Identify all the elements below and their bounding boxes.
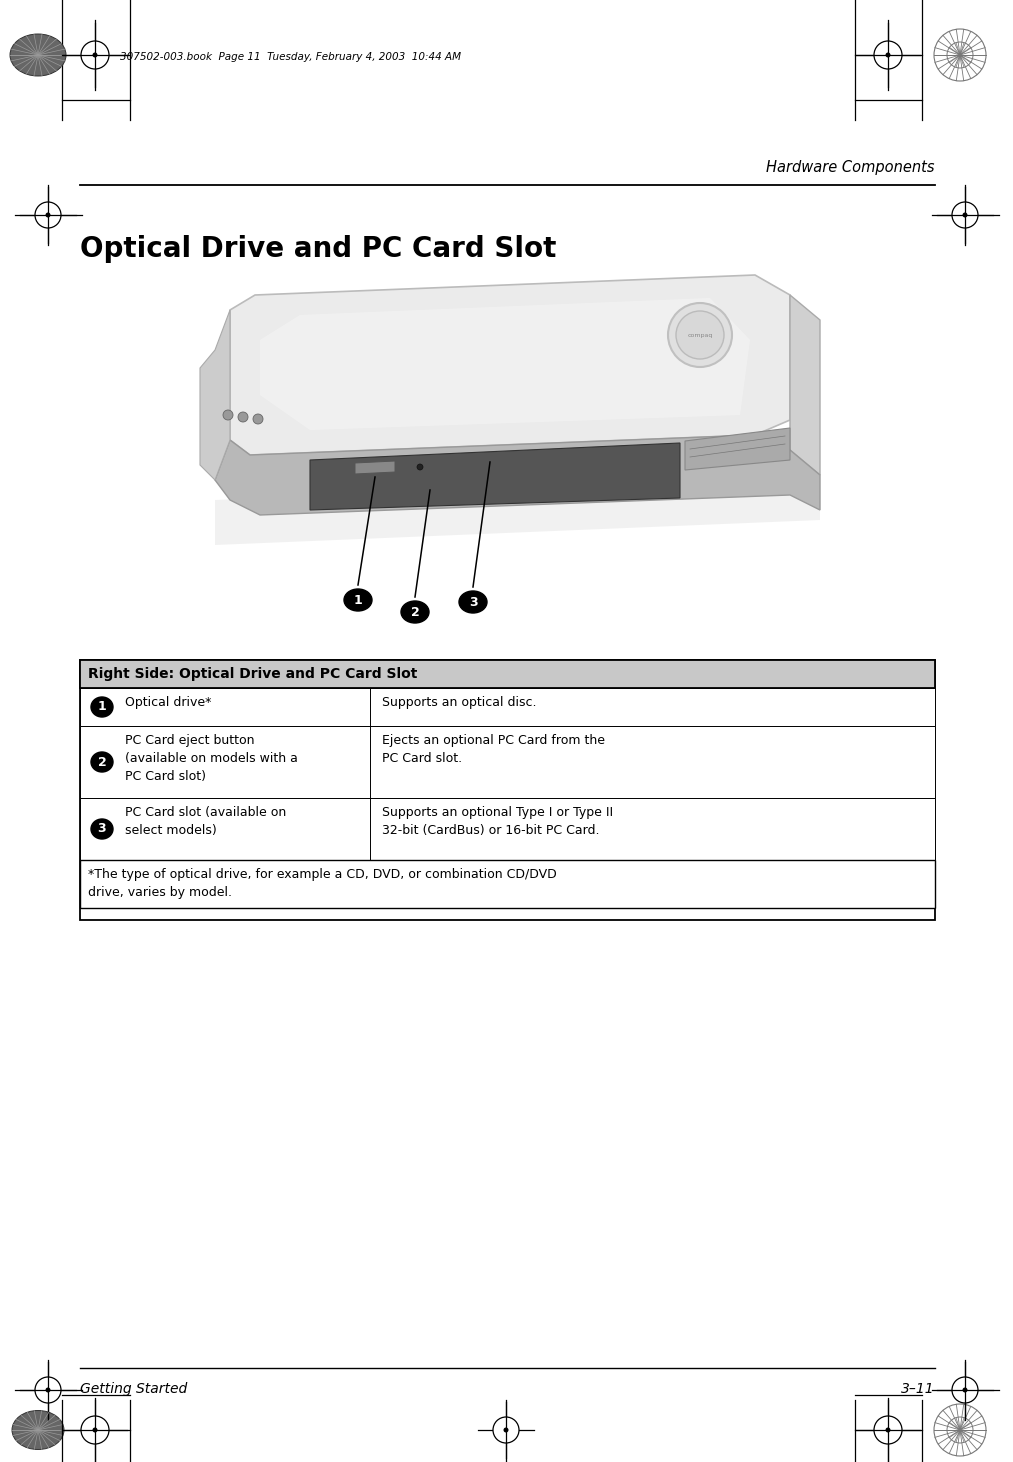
FancyBboxPatch shape (80, 860, 935, 908)
FancyBboxPatch shape (80, 727, 935, 798)
Circle shape (417, 463, 423, 469)
Polygon shape (200, 310, 230, 480)
Circle shape (493, 1417, 519, 1443)
Text: 307502-003.book  Page 11  Tuesday, February 4, 2003  10:44 AM: 307502-003.book Page 11 Tuesday, Februar… (120, 53, 461, 61)
FancyBboxPatch shape (80, 689, 935, 727)
Circle shape (874, 41, 902, 69)
Text: 1: 1 (97, 700, 106, 713)
Polygon shape (230, 275, 790, 455)
Circle shape (81, 1417, 109, 1444)
Circle shape (952, 202, 978, 228)
Text: Supports an optional Type I or Type II
32-bit (CardBus) or 16-bit PC Card.: Supports an optional Type I or Type II 3… (382, 806, 613, 838)
Text: *The type of optical drive, for example a CD, DVD, or combination CD/DVD
drive, : *The type of optical drive, for example … (88, 868, 557, 899)
Polygon shape (790, 295, 820, 475)
Text: 2: 2 (410, 605, 419, 618)
Circle shape (46, 212, 51, 218)
Circle shape (92, 53, 97, 57)
Text: 1: 1 (354, 594, 363, 607)
Text: PC Card slot (available on
select models): PC Card slot (available on select models… (125, 806, 287, 838)
Text: Right Side: Optical Drive and PC Card Slot: Right Side: Optical Drive and PC Card Sl… (88, 667, 417, 681)
Circle shape (46, 1387, 51, 1392)
Polygon shape (215, 436, 820, 515)
Circle shape (223, 409, 233, 420)
Text: 3: 3 (97, 823, 106, 835)
Ellipse shape (91, 751, 113, 772)
Ellipse shape (459, 591, 487, 613)
Ellipse shape (401, 601, 428, 623)
Circle shape (676, 311, 724, 360)
Polygon shape (685, 428, 790, 469)
Text: Supports an optical disc.: Supports an optical disc. (382, 696, 537, 709)
Circle shape (253, 414, 263, 424)
Circle shape (952, 1377, 978, 1404)
Text: 3–11: 3–11 (902, 1382, 935, 1396)
Polygon shape (260, 298, 750, 430)
Text: Getting Started: Getting Started (80, 1382, 187, 1396)
Text: compaq: compaq (687, 332, 713, 338)
Circle shape (81, 41, 109, 69)
Ellipse shape (10, 34, 66, 76)
Circle shape (962, 1387, 967, 1392)
Circle shape (874, 1417, 902, 1444)
Circle shape (668, 303, 732, 367)
Polygon shape (215, 475, 820, 545)
Polygon shape (355, 461, 395, 474)
Circle shape (962, 212, 967, 218)
Text: Ejects an optional PC Card from the
PC Card slot.: Ejects an optional PC Card from the PC C… (382, 734, 605, 765)
Text: Hardware Components: Hardware Components (767, 159, 935, 175)
Circle shape (503, 1427, 509, 1433)
FancyBboxPatch shape (80, 659, 935, 920)
Text: Optical Drive and PC Card Slot: Optical Drive and PC Card Slot (80, 235, 556, 263)
Ellipse shape (12, 1411, 64, 1449)
Circle shape (35, 1377, 61, 1404)
Text: 3: 3 (469, 595, 477, 608)
Circle shape (92, 1427, 97, 1433)
Polygon shape (310, 443, 680, 510)
Circle shape (885, 53, 890, 57)
Text: PC Card eject button
(available on models with a
PC Card slot): PC Card eject button (available on model… (125, 734, 298, 784)
Circle shape (35, 202, 61, 228)
Circle shape (885, 1427, 890, 1433)
Text: 2: 2 (97, 756, 106, 769)
Ellipse shape (344, 589, 372, 611)
Ellipse shape (91, 697, 113, 716)
Text: Optical drive*: Optical drive* (125, 696, 212, 709)
Ellipse shape (91, 819, 113, 839)
FancyBboxPatch shape (80, 798, 935, 860)
Circle shape (238, 412, 248, 423)
FancyBboxPatch shape (80, 659, 935, 689)
